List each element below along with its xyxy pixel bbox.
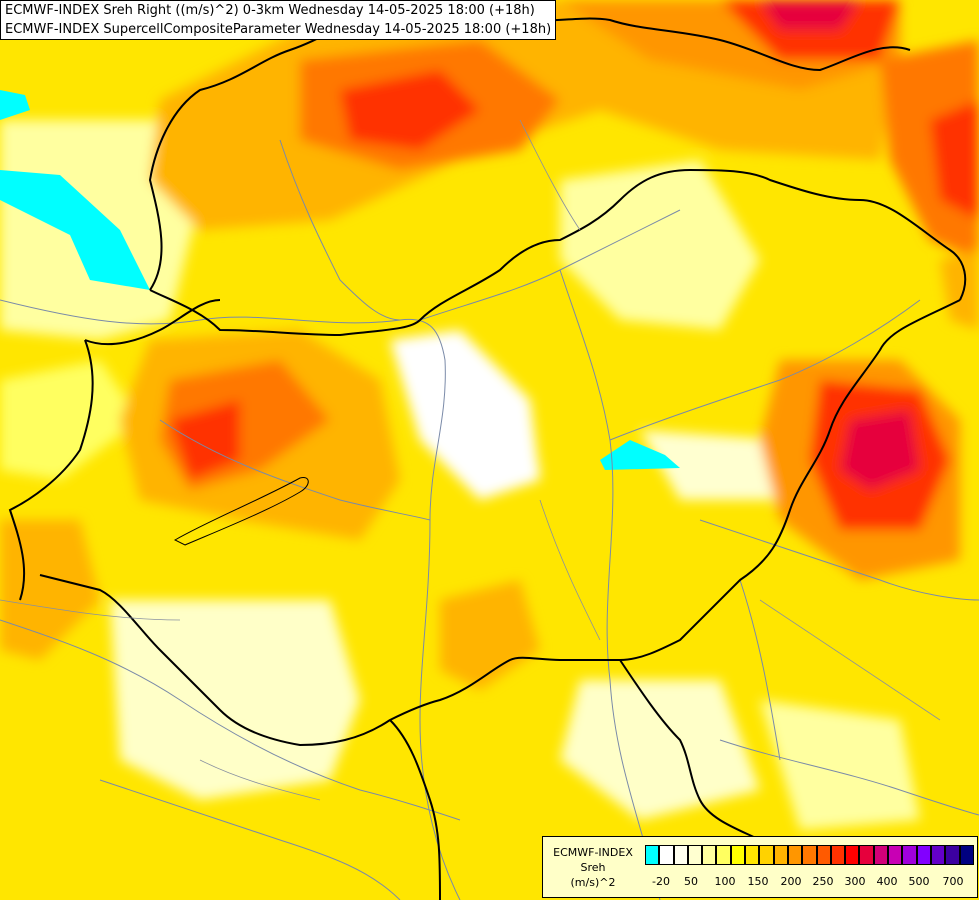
legend-swatch: [930, 845, 946, 865]
legend-ticks: -20 50 100 150 200 250 300 400 500 700: [645, 875, 975, 891]
legend-tick-label: -20: [652, 875, 670, 888]
legend-variable: Sreh: [580, 861, 606, 874]
legend-swatch: [945, 845, 960, 865]
field-shading: [0, 0, 979, 830]
legend-swatch: [873, 845, 889, 865]
title-line-sreh: ECMWF-INDEX Sreh Right ((m/s)^2) 0-3km W…: [5, 3, 535, 18]
legend-swatch: [773, 845, 788, 865]
legend-swatch: [730, 845, 746, 865]
cyan-region-nw: [0, 170, 150, 290]
legend-swatch: [702, 845, 717, 865]
legend-tick-label: 150: [747, 875, 769, 888]
legend-tick-label: 100: [714, 875, 736, 888]
legend-tick-label: 400: [876, 875, 898, 888]
legend-swatch: [659, 845, 674, 865]
legend-label: ECMWF-INDEX Sreh (m/s)^2: [543, 845, 643, 890]
legend-swatch: [687, 845, 703, 865]
legend-unit: (m/s)^2: [570, 876, 616, 889]
legend-swatch: [673, 845, 688, 865]
title-line-scp: ECMWF-INDEX SupercellCompositeParameter …: [5, 22, 552, 37]
legend-swatch: [830, 845, 846, 865]
admin-borders: [0, 119, 941, 801]
legend-swatch: [845, 845, 860, 865]
legend-tick-label: 700: [942, 875, 964, 888]
legend-color-bar: [645, 845, 974, 865]
legend-swatch: [759, 845, 774, 865]
cyan-region-center: [600, 440, 680, 470]
legend-swatch: [645, 845, 660, 865]
legend-title: ECMWF-INDEX: [553, 846, 633, 859]
legend-swatch: [716, 845, 731, 865]
legend-swatch: [959, 845, 974, 865]
legend-tick-label: 200: [780, 875, 802, 888]
map-title-box: ECMWF-INDEX Sreh Right ((m/s)^2) 0-3km W…: [0, 0, 557, 40]
legend-swatch: [816, 845, 831, 865]
color-legend: ECMWF-INDEX Sreh (m/s)^2 -20 50 100 150 200 2…: [542, 836, 978, 898]
legend-swatch: [902, 845, 917, 865]
legend-swatch: [787, 845, 803, 865]
legend-swatch: [802, 845, 817, 865]
legend-swatch: [916, 845, 931, 865]
legend-tick-label: 300: [844, 875, 866, 888]
rivers: [0, 139, 979, 900]
cyan-region-nw-small: [0, 90, 30, 120]
legend-swatch: [859, 845, 874, 865]
legend-swatch: [888, 845, 903, 865]
legend-swatch: [745, 845, 760, 865]
legend-tick-label: 250: [812, 875, 834, 888]
legend-tick-label: 500: [908, 875, 930, 888]
legend-tick-label: 50: [684, 875, 698, 888]
lake-balaton: [173, 476, 309, 546]
